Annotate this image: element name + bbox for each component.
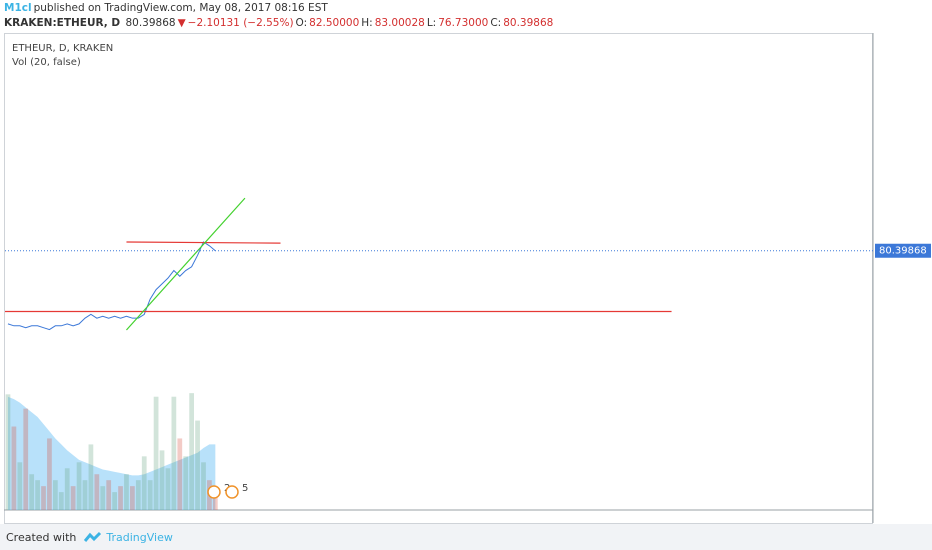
volume-bar xyxy=(88,444,94,510)
volume-bar xyxy=(212,498,218,510)
change: −2.10131 (−2.55%) xyxy=(187,17,294,29)
trend-line xyxy=(126,197,246,331)
brand[interactable]: TradingView xyxy=(106,530,173,544)
volume-bar xyxy=(11,426,17,510)
o-label: O: xyxy=(295,17,308,29)
volume-bar xyxy=(41,486,46,510)
l-label: L: xyxy=(426,17,437,29)
volume xyxy=(5,393,218,510)
volume-bar xyxy=(124,474,129,510)
volume-bar xyxy=(82,480,88,510)
volume-bar xyxy=(70,486,76,510)
last: 80.39868 xyxy=(125,17,176,29)
down-arrow: ▼ xyxy=(177,17,186,29)
volume-bar xyxy=(177,438,183,510)
event-label: 5 xyxy=(242,483,248,494)
volume-bar xyxy=(64,468,70,510)
volume-bar xyxy=(135,480,141,510)
price-line xyxy=(7,241,216,331)
volume-bar xyxy=(112,492,117,510)
quote-line: KRAKEN:ETHEUR, D 80.39868 ▼ −2.10131 (−2.5… xyxy=(4,17,555,29)
volume-bar xyxy=(52,480,58,510)
volume-bar xyxy=(147,480,153,510)
volume-bar xyxy=(23,408,29,510)
volume-legend: Vol (20, false) xyxy=(12,57,81,68)
volume-bar xyxy=(141,456,147,510)
volume-bar xyxy=(171,396,177,510)
volume-ma xyxy=(7,396,216,510)
footer: Created with TradingView xyxy=(0,524,932,550)
low: 76.73000 xyxy=(438,17,489,29)
volume-bar xyxy=(100,486,106,510)
event-icon xyxy=(225,485,239,499)
volume-bar xyxy=(17,462,23,510)
trend-line xyxy=(126,241,281,244)
legend: ETHEUR, D, KRAKEN xyxy=(12,43,113,54)
volume-bar xyxy=(29,474,35,510)
volume-bar xyxy=(201,462,206,510)
author[interactable]: M1cl xyxy=(4,2,32,14)
volume-bar xyxy=(76,462,82,510)
volume-bar xyxy=(58,492,64,510)
volume-bar xyxy=(159,450,165,510)
created-with: Created with xyxy=(6,530,77,544)
high: 83.00028 xyxy=(374,17,425,29)
plot-frame xyxy=(4,33,873,524)
volume-bar xyxy=(189,393,195,510)
volume-bar xyxy=(47,438,52,510)
volume-bar xyxy=(183,456,189,510)
price: 80.3986825 xyxy=(5,197,931,499)
last-price-box xyxy=(875,243,931,258)
event-icon xyxy=(207,485,221,499)
volume-bar xyxy=(118,486,123,510)
published: published on TradingView.com, May 08, 20… xyxy=(33,2,328,14)
volume-bar xyxy=(165,468,171,510)
logo xyxy=(84,531,102,542)
c-label: C: xyxy=(490,17,502,29)
volume-bar xyxy=(130,486,135,510)
symbol: KRAKEN:ETHEUR, D xyxy=(4,17,121,29)
publish-line: M1cl published on TradingView.com, May 08… xyxy=(4,2,330,14)
h-label: H: xyxy=(361,17,373,29)
volume-bar xyxy=(153,396,159,510)
last-price-label: 80.39868 xyxy=(879,246,927,257)
volume-bar xyxy=(5,394,11,510)
chart: 80.3986825 ETHEUR, D, KRAKEN Vol (20, fa… xyxy=(4,33,931,524)
open: 82.50000 xyxy=(309,17,360,29)
volume-bar xyxy=(94,474,100,510)
volume-bar xyxy=(195,420,200,510)
volume-bar xyxy=(106,480,112,510)
close: 80.39868 xyxy=(503,17,554,29)
volume-bar xyxy=(35,480,40,510)
